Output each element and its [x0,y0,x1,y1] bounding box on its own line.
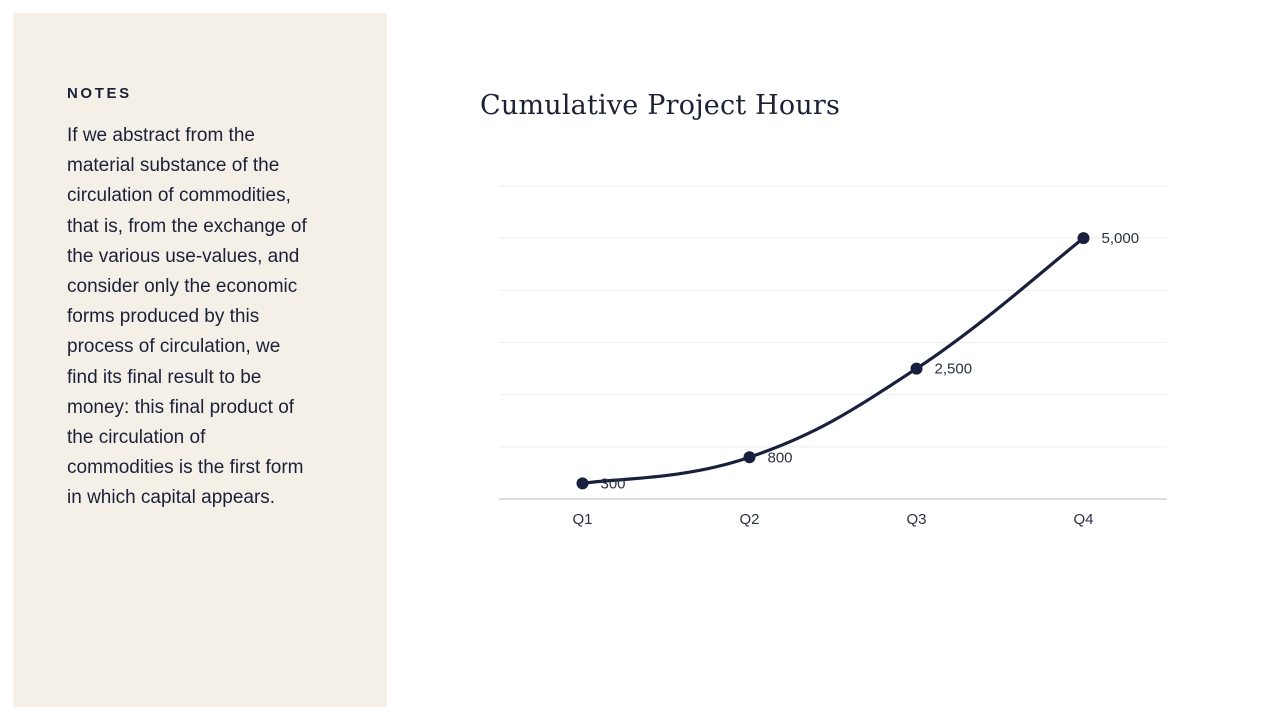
x-tick-label: Q1 [572,511,592,528]
x-tick-labels: Q1 Q2 Q3 Q4 [572,511,1093,528]
notes-body: If we abstract from the material substan… [67,125,307,509]
data-point [1077,232,1090,245]
data-label: 800 [768,449,793,466]
notes-panel [13,13,387,707]
series-line [580,236,1086,485]
data-point [910,362,923,375]
gridlines [499,185,1167,448]
data-points [576,232,1090,490]
data-point [576,477,589,490]
data-label: 300 [601,475,626,492]
data-label: 5,000 [1102,230,1140,247]
chart-title: Cumulative Project Hours [480,90,841,121]
data-labels: 300 800 2,500 5,000 [601,230,1140,492]
x-tick-label: Q2 [739,511,759,528]
x-tick-label: Q3 [906,511,926,528]
x-tick-label: Q4 [1073,511,1093,528]
data-label: 2,500 [935,361,973,378]
data-point [743,451,756,464]
notes-heading: NOTES [67,85,132,102]
